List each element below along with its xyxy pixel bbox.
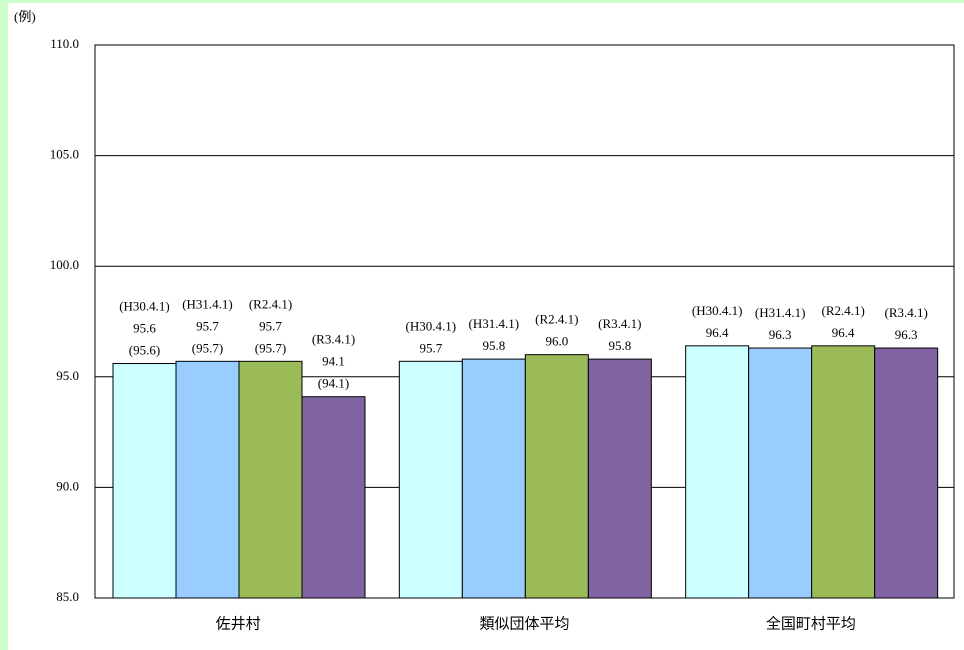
value-label: 96.3 xyxy=(895,327,918,342)
bar xyxy=(301,396,366,599)
frame-strip xyxy=(0,0,8,650)
series-label: (H30.4.1) xyxy=(119,299,170,314)
bar xyxy=(461,358,526,599)
series-label: (R2.4.1) xyxy=(535,312,578,327)
y-tick-label: 105.0 xyxy=(50,147,79,162)
paren-value-label: (95.6) xyxy=(129,343,160,358)
paren-value-label: (94.1) xyxy=(318,376,349,391)
series-label: (H30.4.1) xyxy=(692,303,743,318)
value-label: 96.4 xyxy=(706,325,729,340)
value-label: 95.7 xyxy=(259,318,282,333)
x-tick-label: 類似団体平均 xyxy=(479,615,569,633)
paren-value-label: (95.7) xyxy=(192,340,223,355)
bar xyxy=(685,345,750,599)
value-label: 95.6 xyxy=(133,321,156,336)
value-label: 95.8 xyxy=(482,338,505,353)
series-label: (R3.4.1) xyxy=(884,305,927,320)
series-label: (H31.4.1) xyxy=(755,305,806,320)
bar xyxy=(112,363,177,599)
series-label: (R3.4.1) xyxy=(312,332,355,347)
bar xyxy=(748,347,813,599)
series-label: (H30.4.1) xyxy=(406,318,457,333)
frame-strip xyxy=(0,0,964,3)
bar xyxy=(175,360,240,599)
series-label: (R3.4.1) xyxy=(598,316,641,331)
series-label: (H31.4.1) xyxy=(469,316,520,331)
y-tick-label: 90.0 xyxy=(56,478,79,493)
value-label: 94.1 xyxy=(322,354,345,369)
x-tick-label: 全国町村平均 xyxy=(766,615,856,633)
y-tick-label: 85.0 xyxy=(56,589,79,604)
value-label: 96.3 xyxy=(769,327,792,342)
bar xyxy=(238,360,303,599)
bar xyxy=(811,345,876,599)
y-tick-label: 100.0 xyxy=(50,257,79,272)
bar xyxy=(874,347,939,599)
value-label: 95.7 xyxy=(196,318,219,333)
series-label: (R2.4.1) xyxy=(821,303,864,318)
paren-value-label: (95.7) xyxy=(255,340,286,355)
y-tick-label: 95.0 xyxy=(56,368,79,383)
unit-label: (例) xyxy=(14,9,36,24)
series-label: (R2.4.1) xyxy=(249,296,292,311)
bar xyxy=(587,358,652,599)
y-tick-label: 110.0 xyxy=(50,36,79,51)
value-label: 95.7 xyxy=(419,340,442,355)
series-label: (H31.4.1) xyxy=(182,296,233,311)
x-tick-label: 佐井村 xyxy=(216,615,261,633)
value-label: 96.4 xyxy=(832,325,855,340)
value-label: 95.8 xyxy=(608,338,631,353)
bar xyxy=(524,354,589,599)
value-label: 96.0 xyxy=(545,334,568,349)
bar xyxy=(398,360,463,599)
